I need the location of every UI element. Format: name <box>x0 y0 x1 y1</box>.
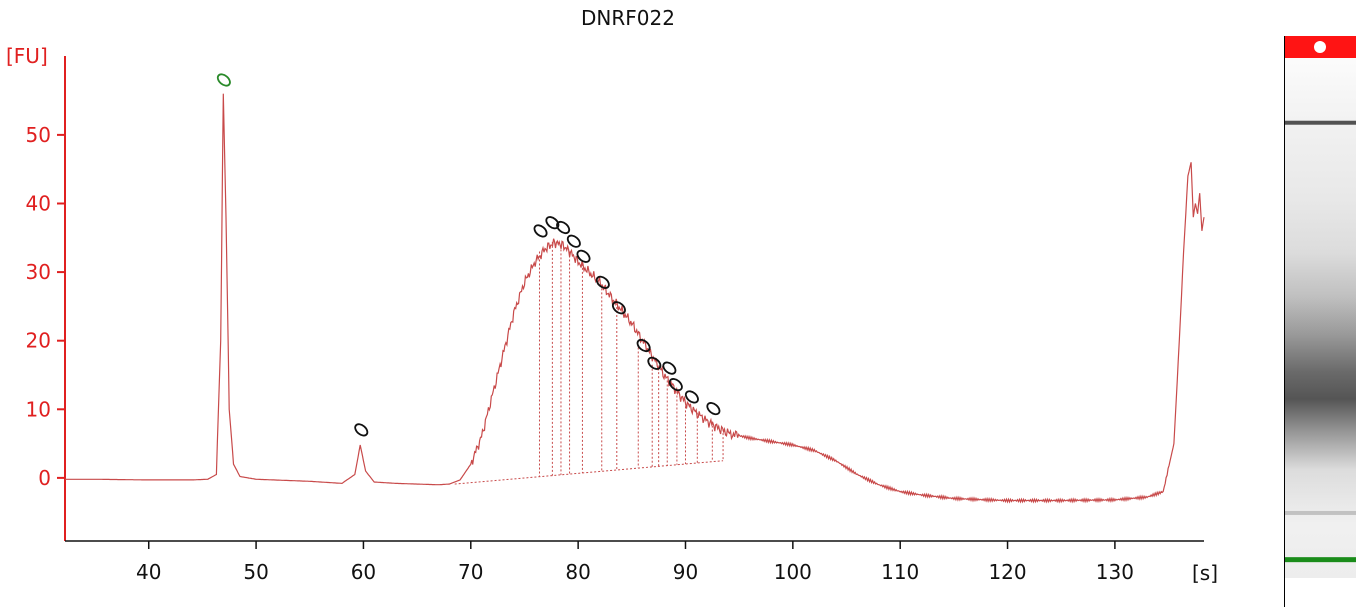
lane-band <box>1285 120 1356 125</box>
x-tick-label: 120 <box>988 560 1026 584</box>
y-tick-label: 30 <box>26 260 51 284</box>
lane-body <box>1285 36 1356 578</box>
peak-marker <box>611 301 626 315</box>
peak-markers <box>216 73 721 437</box>
x-tick-label: 80 <box>565 560 590 584</box>
x-tick-label: 100 <box>774 560 812 584</box>
x-axis-label: [s] <box>1192 561 1218 585</box>
signal-trace <box>65 93 1205 504</box>
electropherogram-chart: DNRF022 [FU] [s] 0 10 20 30 40 50 40 50 60 70 80 9… <box>6 6 1218 585</box>
peak-marker <box>684 390 699 404</box>
peak-marker <box>556 220 571 235</box>
peak-marker <box>576 249 591 263</box>
ladder-peak-marker <box>216 73 231 87</box>
x-ticks: 40 50 60 70 80 90 100 110 120 130 <box>136 541 1134 584</box>
y-ticks: 0 10 20 30 40 50 <box>26 123 65 490</box>
lane-bands <box>1285 36 1356 578</box>
y-tick-label: 0 <box>38 466 51 490</box>
y-tick-label: 20 <box>26 329 51 353</box>
peak-marker <box>662 361 677 375</box>
peak-marker <box>636 338 651 353</box>
x-tick-label: 90 <box>673 560 698 584</box>
y-tick-label: 40 <box>26 191 51 215</box>
peak-marker <box>668 378 683 392</box>
peak-marker <box>566 234 581 248</box>
chart-title: DNRF022 <box>581 6 675 30</box>
axes <box>64 56 1204 542</box>
y-tick-label: 50 <box>26 123 51 147</box>
peak-marker <box>647 356 662 370</box>
x-tick-label: 70 <box>458 560 483 584</box>
x-tick-label: 60 <box>351 560 376 584</box>
trace-group <box>65 93 1205 504</box>
x-tick-label: 40 <box>136 560 161 584</box>
x-tick-label: 130 <box>1096 560 1134 584</box>
lane-marker-dot-icon <box>1314 41 1326 53</box>
peak-marker <box>706 402 721 416</box>
peak-marker <box>533 224 548 238</box>
baseline-line <box>454 460 724 485</box>
y-axis-label: [FU] <box>6 44 48 68</box>
x-tick-label: 110 <box>881 560 919 584</box>
lane-band <box>1285 510 1356 515</box>
gel-lane <box>1284 36 1356 607</box>
peak-marker <box>354 423 369 437</box>
lane-lower-marker <box>1285 557 1356 563</box>
peak-marker <box>595 275 610 289</box>
x-tick-label: 50 <box>243 560 268 584</box>
y-tick-label: 10 <box>26 397 51 421</box>
integration-bounds <box>454 241 724 485</box>
